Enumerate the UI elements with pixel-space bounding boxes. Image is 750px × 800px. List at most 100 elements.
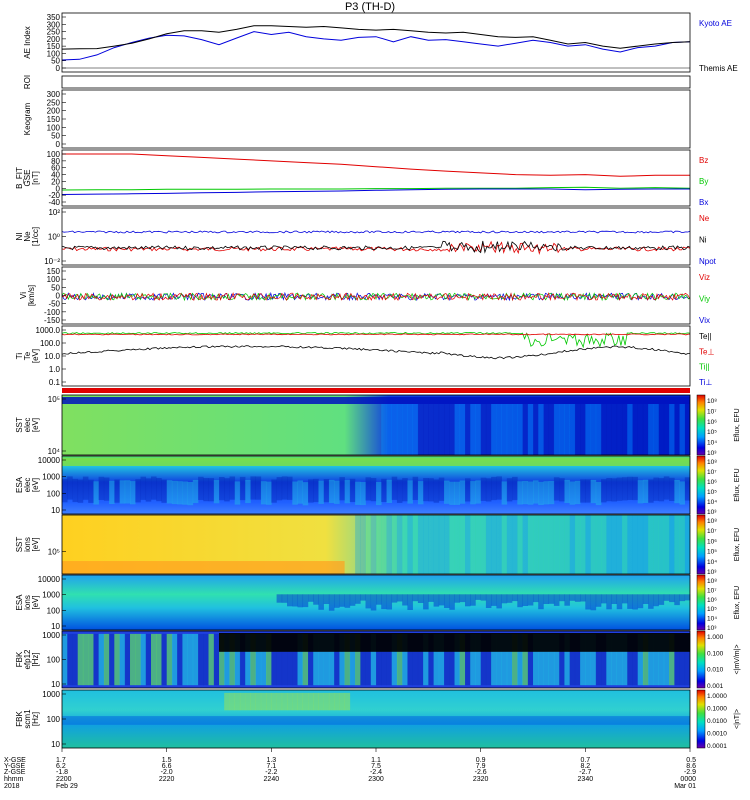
heatmap-cell (684, 404, 691, 455)
heatmap-cell (119, 633, 126, 686)
ytick-label: 100 (47, 49, 61, 58)
heatmap-cell (302, 594, 309, 608)
heatmap-cell (679, 481, 686, 505)
xtick-label: 2340 (578, 776, 594, 783)
heatmap-cell (564, 515, 570, 574)
ytick-label: -50 (48, 300, 60, 309)
heatmap-cell (622, 633, 628, 686)
colorbar-tick: 0.0100 (707, 718, 727, 725)
heatmap-cell (480, 594, 487, 601)
ylabel-sst-i: [eV] (31, 537, 40, 551)
series-Bx (61, 188, 690, 195)
heatmap-cell (580, 515, 586, 574)
legend-Viz: Viz (699, 273, 710, 282)
heatmap-cell (611, 515, 618, 574)
heatmap-cell (381, 404, 387, 455)
heatmap-cell (522, 404, 529, 455)
ytick-label: 10⁵ (48, 395, 60, 404)
heatmap-cell (627, 476, 633, 500)
ytick-label: 100 (47, 275, 61, 284)
heatmap-cell (595, 481, 602, 506)
heatmap-cell (669, 594, 675, 603)
heatmap-cell (370, 478, 377, 502)
heatmap-cell (663, 515, 670, 574)
ytick-label: 10⁵ (48, 548, 60, 557)
heatmap-cell (501, 481, 508, 505)
heatmap-cell (533, 633, 539, 686)
heatmap-cell (585, 404, 591, 455)
heatmap-cell (208, 633, 215, 686)
colorbar (696, 689, 706, 749)
ytick-label: 1000 (42, 631, 60, 640)
heatmap-cell (412, 515, 419, 574)
series-By (61, 186, 691, 191)
xtick-label: -2.9 (684, 769, 696, 776)
heatmap-cell (444, 404, 450, 455)
heatmap-cell (135, 633, 141, 686)
heatmap-cell (219, 633, 225, 686)
heatmap-cell (266, 692, 272, 711)
heatmap-cell (548, 481, 555, 505)
heatmap-cell (412, 404, 419, 455)
heatmap-cell (208, 478, 215, 502)
ytick-label: 250 (47, 98, 61, 107)
ytick-label: 0 (56, 184, 61, 193)
heatmap-cell (287, 476, 293, 500)
ylabel-bfield: B_FIT (15, 167, 24, 189)
heatmap-cell (381, 515, 387, 574)
ytick-label: 0 (56, 292, 61, 301)
heatmap-cell (407, 480, 413, 504)
heatmap-cell (580, 633, 586, 686)
heatmap-cell (308, 479, 314, 503)
colorbar-tick: 10³ (707, 625, 717, 632)
heatmap-cell (82, 476, 89, 500)
heatmap-cell (454, 633, 461, 686)
heatmap-cell (407, 594, 413, 610)
heatmap-cell (627, 633, 633, 686)
heatmap-cell (527, 481, 534, 505)
heatmap-cell (674, 594, 680, 606)
heatmap-cell (512, 594, 518, 602)
heatmap-cell (417, 515, 424, 574)
heatmap-cell (402, 633, 408, 686)
heatmap-cell (381, 594, 387, 610)
heatmap-cell (491, 633, 497, 686)
heatmap-cell (564, 633, 570, 686)
heatmap-cell (438, 633, 445, 686)
xtick-label: 0000 (680, 776, 696, 783)
heatmap-cell (386, 404, 393, 455)
heatmap-cell (569, 404, 576, 455)
ytick-label: 80 (51, 157, 60, 166)
heatmap-cell (485, 633, 492, 686)
colorbar-label: Eflux, EFU (734, 408, 741, 441)
colorbar-label: <|nT|> (734, 709, 741, 729)
heatmap-cell (585, 633, 591, 686)
heatmap-cell (642, 479, 649, 503)
heatmap-cell (266, 481, 272, 505)
heatmap-cell (423, 594, 429, 610)
heatmap-cell (658, 594, 665, 605)
heatmap-cell (355, 633, 361, 686)
heatmap-cell (663, 404, 670, 455)
xtick-label: 2320 (473, 776, 489, 783)
panel-esa-e: ESA elec [eV] 10000 1000 100 10 (15, 455, 691, 515)
heatmap-cell (632, 404, 638, 455)
colorbar-tick: 0.0001 (707, 743, 727, 750)
heatmap-cell (224, 633, 230, 686)
heatmap-cell (313, 594, 319, 605)
heatmap-cell (224, 478, 230, 502)
heatmap-cell (67, 476, 73, 500)
colorbar (696, 574, 706, 631)
ytick-label: 10 (51, 680, 60, 689)
ytick-label: 150 (47, 42, 61, 51)
heatmap-cell (308, 692, 314, 711)
colorbar-tick: 10⁷ (707, 408, 717, 415)
heatmap-cell (407, 633, 413, 686)
heatmap-cell (585, 515, 591, 574)
heatmap-cell (62, 479, 68, 503)
heatmap-cell (318, 594, 324, 610)
heatmap-cell (496, 594, 502, 609)
legend-Npot: Npot (699, 257, 717, 266)
heatmap-cell (339, 477, 345, 501)
heatmap-cell (203, 633, 209, 686)
